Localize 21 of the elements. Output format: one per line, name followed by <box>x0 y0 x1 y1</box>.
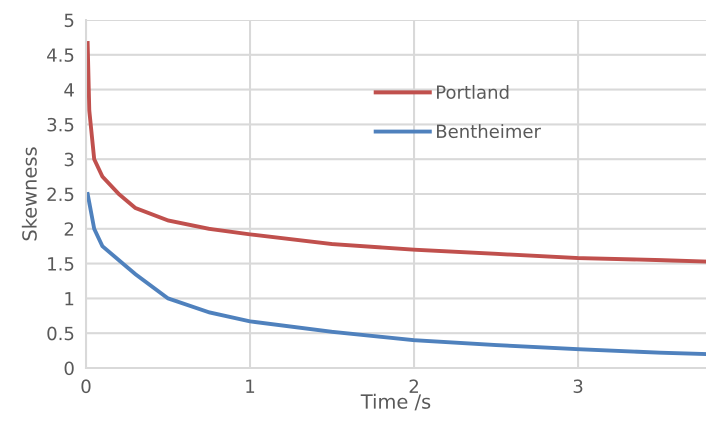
x-axis-title: Time /s <box>360 394 430 410</box>
y-tick-label: 1 <box>65 292 74 306</box>
y-tick-label: 0.5 <box>47 326 74 340</box>
x-tick-label: 2 <box>410 379 418 393</box>
y-tick-label: 3.5 <box>48 118 74 132</box>
legend-label: Portland <box>437 84 508 99</box>
y-tick-label: 3 <box>64 152 74 166</box>
y-tick-label: 2 <box>64 222 74 236</box>
y-axis-title: Skewness <box>22 147 37 240</box>
x-tick-label: 1 <box>246 380 254 393</box>
line-series <box>86 41 706 264</box>
y-tick-label: 5 <box>64 14 74 28</box>
y-tick-label: 2.5 <box>48 187 74 202</box>
y-tick-label: 4.5 <box>47 48 74 62</box>
line-series <box>86 192 706 356</box>
legend-label: Bentheimer <box>437 124 541 138</box>
y-tick-label: 1.5 <box>48 257 74 271</box>
y-tick-label: 0 <box>64 361 74 376</box>
x-tick-label: 0 <box>81 379 91 394</box>
x-tick-label: 3 <box>574 379 582 394</box>
y-tick-label: 4 <box>64 83 74 96</box>
